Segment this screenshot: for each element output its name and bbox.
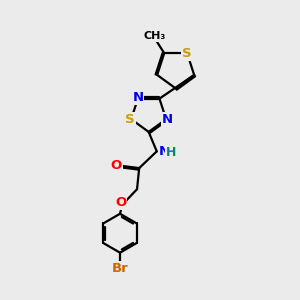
Text: Br: Br — [112, 262, 128, 275]
Text: S: S — [182, 47, 192, 60]
Text: N: N — [159, 145, 170, 158]
Text: N: N — [162, 113, 173, 126]
Text: H: H — [166, 146, 176, 159]
Text: O: O — [115, 196, 126, 209]
Text: N: N — [132, 91, 143, 104]
Text: CH₃: CH₃ — [144, 31, 166, 41]
Text: O: O — [110, 159, 122, 172]
Text: S: S — [125, 113, 135, 126]
